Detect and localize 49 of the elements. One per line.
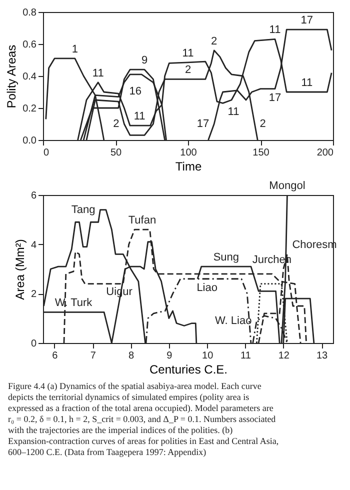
annotation: Tang: [71, 204, 96, 216]
x-tick-label: 50: [110, 148, 122, 158]
y-tick-label: 0.4: [22, 72, 37, 82]
x-tick-label: 9: [166, 350, 173, 362]
annotation: Sung: [213, 252, 240, 264]
x-tick-label: 6: [52, 350, 58, 362]
annotation: 11: [269, 24, 281, 36]
y-tick-label: 0.6: [22, 40, 37, 50]
annotation: Mongol: [269, 180, 306, 192]
annotation: 11: [228, 106, 240, 118]
annotation: 9: [141, 54, 148, 67]
annotation: 2: [211, 35, 218, 48]
annotation: 11: [92, 67, 104, 80]
y-tick-label: 0.2: [22, 104, 37, 114]
annotation: Tufan: [128, 214, 156, 227]
annotation: Liao: [196, 282, 218, 294]
caption: Figure 4.4 (a) Dynamics of the spatial asabiya-area model. Each curve depicts the territorial dynamics of simulated empires (polity area is expressed as a fraction of the total arena occupied). Model parameters are r₀ = 0.2, δ = 0.1, h = 2, S_crit = 0.003, and Δ_P = 0.1. Numbers associated with the trajectories are the imperial indices of the polities. (b) Expansion-contraction curves of areas for polities in East and Central Asia, 600–1200 C.E. (Data from Taagepera 1997: Appendix): [8, 381, 279, 457]
annotation: 2: [113, 118, 120, 130]
y-tick-label: 0.0: [22, 136, 37, 146]
x-tick-label: 13: [316, 350, 328, 362]
x-tick-label: 0: [44, 148, 50, 158]
y-tick-label: 0.8: [22, 8, 37, 18]
x-tick-label: 100: [180, 148, 198, 158]
x-tick-label: 10: [202, 350, 214, 362]
y-tick-label: 4: [30, 240, 37, 251]
annotation: W. Liao: [214, 314, 252, 327]
x-tick-label: 200: [316, 148, 334, 158]
y-tick-label: 2: [30, 289, 37, 300]
annotation: 2: [260, 118, 266, 130]
x-tick-label: 12: [278, 350, 290, 362]
y-axis-title: Polity Areas: [4, 44, 19, 108]
annotation: 16: [129, 85, 142, 98]
x-tick-label: 11: [240, 350, 252, 362]
annotation: 17: [196, 118, 210, 130]
annotation: 11: [134, 110, 146, 123]
x-tick-label: 7: [90, 350, 96, 362]
annotation: 1: [72, 43, 78, 56]
y-tick-label: 6: [30, 190, 37, 202]
annotation: 17: [268, 92, 282, 104]
x-axis-title: Time: [175, 160, 202, 174]
annotation: 11: [301, 77, 313, 89]
annotation: 11: [182, 47, 194, 60]
x-axis-title: Centuries C.E.: [149, 362, 228, 376]
x-tick-label: 8: [128, 350, 134, 362]
y-axis-title: Area (Mm²): [12, 239, 27, 300]
x-tick-label: 150: [252, 148, 270, 158]
annotation: 2: [184, 64, 192, 76]
annotation: 17: [300, 14, 314, 27]
y-tick-label: 0: [30, 338, 37, 350]
